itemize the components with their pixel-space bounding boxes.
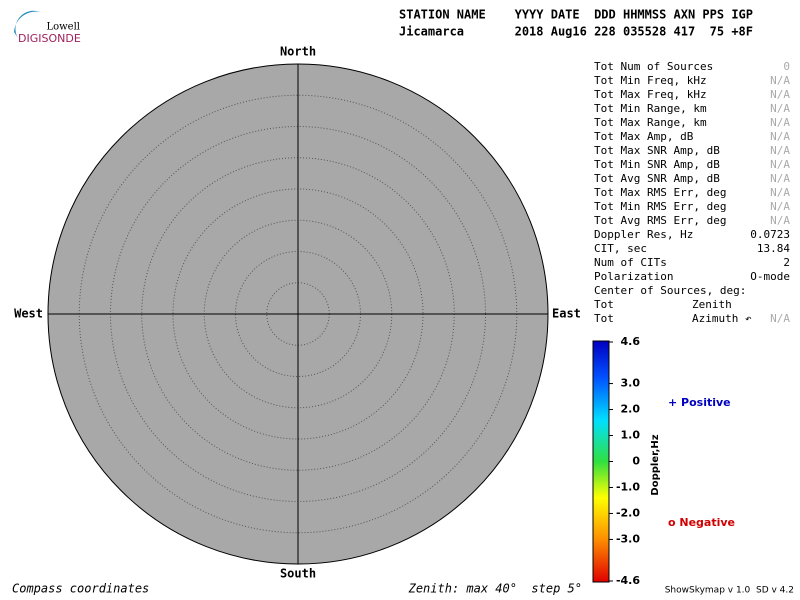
- stat-value: 0: [783, 60, 790, 73]
- stat-label: CIT, sec: [594, 242, 647, 255]
- stat-value: 13.84: [757, 242, 790, 255]
- stat-label: Tot: [594, 312, 614, 325]
- stat-value: 2: [783, 256, 790, 269]
- stat-label: Tot: [594, 298, 614, 311]
- logo-swoosh: [14, 10, 40, 38]
- colorbar-tick-label: -1.0: [616, 480, 640, 493]
- footer-left: Compass coordinates: [12, 582, 149, 596]
- colorbar-tick-label: 4.6: [621, 335, 641, 348]
- stat-label: Doppler Res, Hz: [594, 228, 693, 241]
- stat-value: N/A: [770, 200, 790, 213]
- colorbar-tick-label: 0: [632, 455, 640, 468]
- colorbar-tick-label: -2.0: [616, 506, 640, 519]
- header-values: Jicamarca 2018 Aug16 228 035528 417 75 +…: [399, 25, 753, 39]
- stat-label: Tot Avg RMS Err, deg: [594, 214, 726, 227]
- stat-value: N/A: [770, 214, 790, 227]
- legend-positive: + Positive: [668, 396, 731, 409]
- footer-middle: Zenith: max 40° step 5°: [408, 582, 582, 596]
- stat-label: Tot Max Freq, kHz: [594, 88, 707, 101]
- colorbar-tick-label: 1.0: [621, 429, 641, 442]
- stat-value: N/A: [770, 312, 790, 325]
- colorbar-title: Doppler,Hz: [650, 434, 661, 495]
- colorbar-tick-label: -3.0: [616, 532, 640, 545]
- logo-top: Lowell: [46, 22, 80, 33]
- stat-label: Tot Min RMS Err, deg: [594, 200, 726, 213]
- stat-sublabel: Zenith: [692, 298, 732, 311]
- stat-label: Polarization: [594, 270, 673, 283]
- stat-value: N/A: [770, 158, 790, 171]
- colorbar-tick-label: 3.0: [621, 377, 641, 390]
- colorbar-tick-label: 2.0: [621, 403, 641, 416]
- stat-sublabel: Azimuth ↶: [692, 312, 752, 325]
- footer-right: ShowSkymap v 1.0 SD v 4.2: [665, 586, 794, 596]
- logo-bottom: DIGISONDE: [18, 32, 81, 45]
- stat-label: Tot Max Amp, dB: [594, 130, 694, 143]
- stat-value: N/A: [770, 116, 790, 129]
- stat-value: N/A: [770, 186, 790, 199]
- stat-value: N/A: [770, 172, 790, 185]
- stat-value: O-mode: [750, 270, 790, 283]
- legend-negative: o Negative: [668, 516, 735, 529]
- header-labels: STATION NAME YYYY DATE DDD HHMMSS AXN PP…: [399, 8, 753, 22]
- stat-value: N/A: [770, 74, 790, 87]
- stat-label: Tot Max RMS Err, deg: [594, 186, 726, 199]
- stat-label: Tot Min SNR Amp, dB: [594, 158, 720, 171]
- south-label: South: [280, 567, 316, 581]
- west-label: West: [14, 307, 43, 321]
- colorbar-tick-label: -4.6: [616, 574, 640, 587]
- stat-value: N/A: [770, 144, 790, 157]
- stat-value: 0.0723: [750, 228, 790, 241]
- stat-value: N/A: [770, 102, 790, 115]
- colorbar: [592, 340, 610, 583]
- stat-label: Tot Avg SNR Amp, dB: [594, 172, 720, 185]
- stat-label: Tot Num of Sources: [594, 60, 713, 73]
- stat-label: Center of Sources, deg:: [594, 284, 746, 297]
- stat-label: Tot Max Range, km: [594, 116, 707, 129]
- stat-label: Tot Min Range, km: [594, 102, 707, 115]
- east-label: East: [552, 307, 581, 321]
- stat-value: N/A: [770, 130, 790, 143]
- stat-label: Tot Max SNR Amp, dB: [594, 144, 720, 157]
- north-label: North: [280, 45, 316, 59]
- stat-label: Tot Min Freq, kHz: [594, 74, 707, 87]
- stat-label: Num of CITs: [594, 256, 667, 269]
- stat-value: N/A: [770, 88, 790, 101]
